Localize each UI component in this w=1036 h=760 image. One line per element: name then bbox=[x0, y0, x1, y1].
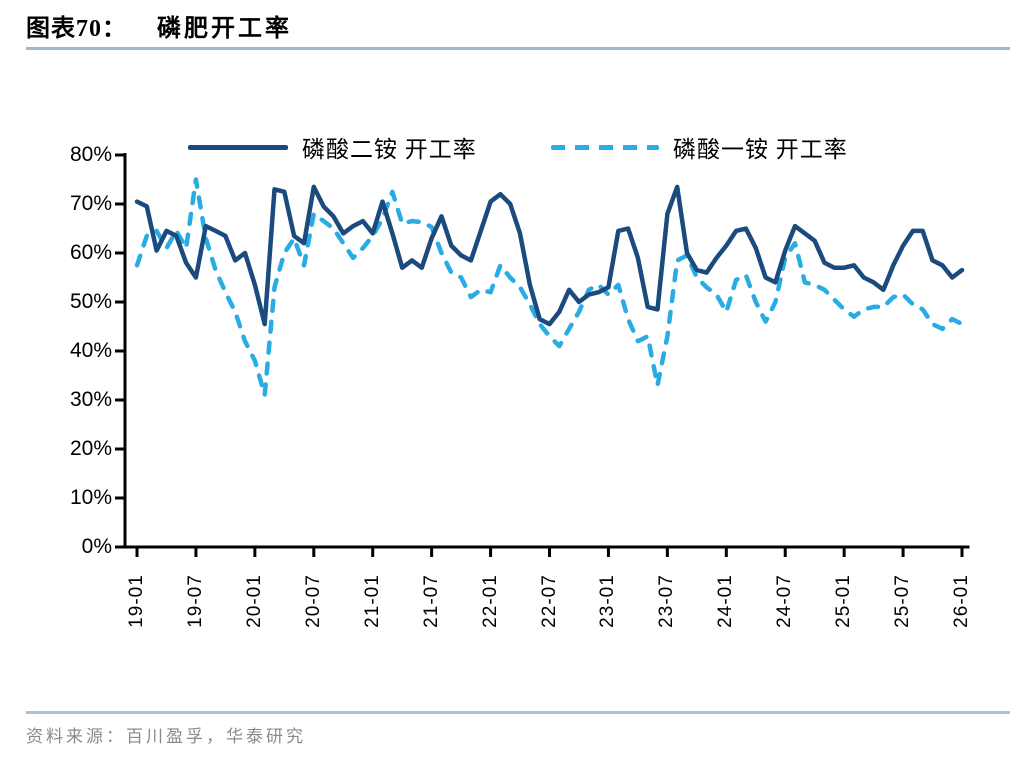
x-tick-label: 21-07 bbox=[420, 574, 442, 628]
axis-mark bbox=[115, 545, 125, 549]
axis-mark bbox=[901, 547, 905, 557]
series-line-map bbox=[134, 177, 965, 398]
x-tick-label: 19-07 bbox=[184, 574, 206, 628]
axis-mark bbox=[115, 447, 125, 451]
axis-mark bbox=[724, 547, 728, 557]
legend-line-dashed bbox=[551, 144, 659, 150]
footer-divider bbox=[26, 711, 1010, 714]
axis-mark bbox=[115, 251, 125, 255]
y-tick-label: 0% bbox=[81, 535, 112, 558]
y-tick-label: 70% bbox=[69, 192, 112, 215]
y-tick-label: 30% bbox=[69, 388, 112, 411]
axis-mark bbox=[194, 547, 198, 557]
source-note: 资料来源：百川盈孚，华泰研究 bbox=[26, 727, 306, 746]
x-tick-label: 24-07 bbox=[774, 574, 796, 628]
x-tick-label: 23-07 bbox=[656, 574, 678, 628]
x-tick-label: 22-07 bbox=[538, 574, 560, 628]
axis-mark bbox=[606, 547, 610, 557]
axis-mark bbox=[115, 153, 125, 157]
x-tick-label: 23-01 bbox=[597, 574, 619, 628]
axis-mark bbox=[489, 547, 493, 557]
axis-mark bbox=[123, 545, 970, 549]
axis-mark bbox=[115, 398, 125, 402]
axis-mark bbox=[312, 547, 316, 557]
series-line-dap bbox=[134, 184, 965, 327]
x-tick-label: 20-07 bbox=[302, 574, 324, 628]
legend-item-map: 磷酸一铵 开工率 bbox=[551, 132, 848, 162]
axis-mark bbox=[430, 547, 434, 557]
axis-mark bbox=[665, 547, 669, 557]
axis-mark bbox=[135, 547, 139, 557]
axis-mark bbox=[115, 300, 125, 304]
y-tick-label: 50% bbox=[69, 290, 112, 313]
x-tick-label: 26-01 bbox=[951, 574, 972, 628]
axis-mark bbox=[253, 547, 257, 557]
axis-mark bbox=[115, 349, 125, 353]
legend-line-solid bbox=[188, 144, 288, 150]
y-tick-label: 20% bbox=[69, 437, 112, 460]
figure-title: 磷肥开工率 bbox=[157, 16, 292, 42]
axis-mark bbox=[783, 547, 787, 557]
axis-mark bbox=[115, 202, 125, 206]
x-tick-label: 20-01 bbox=[243, 574, 265, 628]
figure-header: 图表70： 磷肥开工率 bbox=[26, 8, 292, 43]
legend-label-map: 磷酸一铵 开工率 bbox=[673, 137, 848, 162]
axis-mark bbox=[548, 547, 551, 557]
axis-mark bbox=[371, 547, 375, 557]
axis-mark bbox=[842, 547, 846, 557]
x-tick-label: 19-01 bbox=[126, 574, 147, 628]
x-tick-label: 21-01 bbox=[361, 574, 383, 628]
x-tick-label: 24-01 bbox=[715, 574, 737, 628]
figure-number: 图表70： bbox=[26, 16, 127, 42]
legend-label-dap: 磷酸二铵 开工率 bbox=[302, 137, 477, 162]
axis-mark bbox=[115, 496, 125, 500]
x-tick-label: 25-07 bbox=[892, 574, 914, 628]
y-tick-label: 80% bbox=[69, 143, 112, 166]
y-tick-label: 40% bbox=[69, 339, 112, 362]
header-divider bbox=[26, 47, 1010, 50]
y-tick-label: 10% bbox=[69, 486, 112, 509]
x-tick-label: 25-01 bbox=[833, 574, 855, 628]
legend-item-dap: 磷酸二铵 开工率 bbox=[188, 132, 477, 162]
axis-mark bbox=[960, 547, 964, 557]
y-tick-label: 60% bbox=[69, 241, 112, 264]
x-tick-label: 22-01 bbox=[479, 574, 501, 628]
